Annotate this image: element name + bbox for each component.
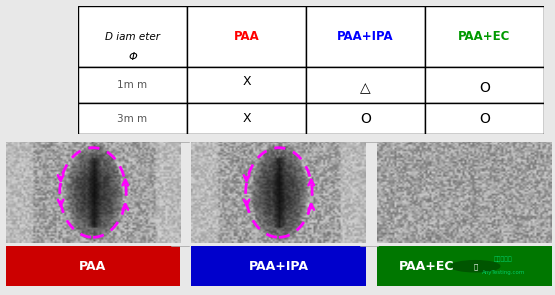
Bar: [306, 6, 425, 68]
Bar: [425, 6, 544, 68]
Text: 1m m: 1m m: [118, 81, 148, 91]
Text: PAA+EC: PAA+EC: [458, 30, 511, 43]
Text: 3m m: 3m m: [118, 114, 148, 124]
Text: O: O: [360, 112, 371, 126]
Bar: [306, 68, 425, 104]
Text: PAA: PAA: [79, 260, 107, 273]
Text: D iam eter: D iam eter: [105, 32, 160, 42]
Bar: [425, 104, 544, 134]
Text: PAA+IPA: PAA+IPA: [337, 30, 394, 43]
Bar: [187, 68, 306, 104]
Bar: [187, 104, 306, 134]
Text: PAA+IPA: PAA+IPA: [249, 260, 309, 273]
Text: Φ: Φ: [128, 52, 137, 62]
Bar: [187, 6, 306, 68]
Bar: [425, 68, 544, 104]
Text: △: △: [360, 81, 371, 95]
Bar: [78, 6, 187, 68]
Text: 检: 检: [473, 263, 477, 270]
Bar: [306, 104, 425, 134]
Text: O: O: [479, 81, 490, 95]
Text: 嘉嶚检测网: 嘉嶚检测网: [494, 256, 513, 262]
Bar: [78, 68, 187, 104]
Text: X: X: [243, 75, 251, 88]
Text: PAA+EC: PAA+EC: [398, 260, 454, 273]
Text: AnyTesting.com: AnyTesting.com: [482, 270, 525, 275]
Text: PAA: PAA: [234, 30, 260, 43]
Circle shape: [451, 261, 500, 272]
Text: O: O: [479, 112, 490, 126]
Bar: [78, 104, 187, 134]
Text: X: X: [243, 112, 251, 125]
